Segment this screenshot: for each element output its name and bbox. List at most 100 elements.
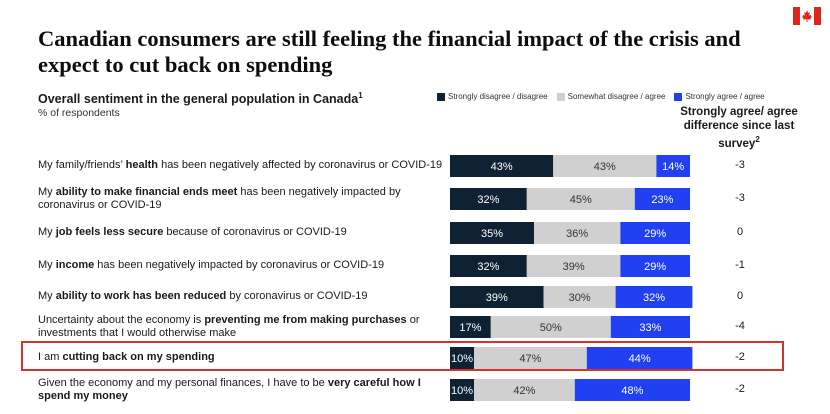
row-label: My ability to work has been reduced by c… xyxy=(38,290,448,304)
bar-segment-strongly-agree xyxy=(610,316,690,338)
row-label-bold: ability to make financial ends meet xyxy=(55,185,238,198)
data-label: 39% xyxy=(486,292,508,304)
data-label: 32% xyxy=(643,292,665,304)
highlight-box xyxy=(21,341,784,371)
bar-segment-strongly-disagree xyxy=(450,255,527,277)
data-label: 45% xyxy=(570,194,592,206)
row-label-text: or investments that I would otherwise ma… xyxy=(38,313,420,340)
bar-segment-strongly-disagree xyxy=(450,379,474,401)
bar-segment-somewhat xyxy=(553,155,657,177)
data-label: 47% xyxy=(519,353,541,365)
legend: Strongly disagree / disagree Somewhat di… xyxy=(437,92,765,101)
data-label: 23% xyxy=(651,194,673,206)
row-label-text: by coronavirus or COVID-19 xyxy=(226,290,368,302)
data-label: 50% xyxy=(540,322,562,334)
footnote-marker: 1 xyxy=(358,91,363,100)
bar-segment-strongly-disagree xyxy=(450,188,527,210)
difference-value: -2 xyxy=(735,351,745,363)
bar-segment-somewhat xyxy=(474,347,587,369)
difference-value: -4 xyxy=(735,320,745,332)
canada-flag-icon xyxy=(793,7,821,25)
difference-column-header: Strongly agree/ agree difference since l… xyxy=(677,105,801,151)
data-label: 32% xyxy=(477,194,499,206)
bar-segment-strongly-disagree xyxy=(450,155,554,177)
data-label: 32% xyxy=(477,261,499,273)
bar-segment-strongly-disagree xyxy=(450,286,544,308)
legend-item-strongly-disagree: Strongly disagree / disagree xyxy=(437,92,548,101)
row-label-text: Uncertainty about the economy is xyxy=(38,313,205,326)
bar-segment-strongly-agree xyxy=(656,155,690,177)
legend-label-somewhat: Somewhat disagree / agree xyxy=(567,92,666,101)
row-label-bold: health xyxy=(125,159,159,171)
data-label: 48% xyxy=(621,385,643,397)
data-label: 30% xyxy=(569,292,591,304)
row-label: Uncertainty about the economy is prevent… xyxy=(38,314,448,341)
chart-subtitle: Overall sentiment in the general populat… xyxy=(38,91,363,106)
data-label: 35% xyxy=(481,228,503,240)
data-label: 29% xyxy=(644,261,666,273)
row-label: I am cutting back on my spending xyxy=(38,351,448,365)
bar-segment-somewhat xyxy=(526,188,635,210)
data-label: 29% xyxy=(644,228,666,240)
row-label-bold: ability to work has been reduced xyxy=(55,290,227,302)
bar-segment-somewhat xyxy=(543,286,616,308)
row-label-bold: cutting back on my spending xyxy=(62,351,215,363)
row-label-bold: income xyxy=(55,259,95,271)
bar-segment-strongly-agree xyxy=(574,379,690,401)
row-label-bold: very careful how I spend my money xyxy=(38,376,421,403)
bar-segment-strongly-agree xyxy=(620,255,690,277)
data-label: 44% xyxy=(629,353,651,365)
bar-segment-strongly-agree xyxy=(620,222,690,244)
footnote-marker-2: 2 xyxy=(755,135,760,144)
row-label-text: My xyxy=(38,185,56,198)
data-label: 14% xyxy=(662,161,684,173)
row-label-bold: preventing me from making purchases xyxy=(204,313,407,326)
bar-segment-somewhat xyxy=(534,222,621,244)
row-label-text: Given the economy and my personal financ… xyxy=(38,376,328,389)
difference-value: -3 xyxy=(735,159,745,171)
bar-segment-strongly-agree xyxy=(634,188,690,210)
row-label-text: My family/friends’ xyxy=(38,159,126,171)
row-label: My ability to make financial ends meet h… xyxy=(38,186,448,213)
data-label: 10% xyxy=(451,385,473,397)
bar-segment-strongly-disagree xyxy=(450,222,534,244)
legend-swatch-strongly-agree xyxy=(674,92,683,101)
difference-value: 0 xyxy=(736,290,744,302)
row-label: My job feels less secure because of coro… xyxy=(38,226,448,240)
row-label-text: I am xyxy=(38,351,63,363)
difference-value: -3 xyxy=(735,192,745,204)
legend-swatch-strongly-disagree xyxy=(437,92,445,101)
data-label: 39% xyxy=(563,261,585,273)
bar-segment-strongly-agree xyxy=(586,347,693,369)
data-label: 42% xyxy=(513,385,535,397)
data-label: 36% xyxy=(566,228,588,240)
legend-item-somewhat: Somewhat disagree / agree xyxy=(556,92,666,101)
data-label: 43% xyxy=(594,161,616,173)
data-label: 10% xyxy=(451,353,473,365)
legend-label-strongly-agree: Strongly agree / agree xyxy=(685,92,765,101)
bar-segment-strongly-agree xyxy=(615,286,693,308)
data-label: 33% xyxy=(639,322,661,334)
row-label-bold: job feels less secure xyxy=(55,226,164,238)
row-label: Given the economy and my personal financ… xyxy=(38,377,448,404)
bar-segment-strongly-disagree xyxy=(450,347,474,369)
legend-swatch-somewhat xyxy=(556,92,565,101)
row-label-text: My xyxy=(38,290,56,302)
legend-label-strongly-disagree: Strongly disagree / disagree xyxy=(448,92,548,101)
bar-segment-somewhat xyxy=(526,255,621,277)
difference-value: -2 xyxy=(735,383,745,395)
row-label-text: has been negatively impacted by coronavi… xyxy=(38,185,401,212)
row-label-text: because of coronavirus or COVID-19 xyxy=(163,226,347,238)
bar-segment-somewhat xyxy=(474,379,575,401)
page-title: Canadian consumers are still feeling the… xyxy=(38,26,741,77)
data-label: 43% xyxy=(491,161,513,173)
chart-subtitle-text: Overall sentiment in the general populat… xyxy=(38,92,359,107)
difference-value: -1 xyxy=(735,259,745,271)
bar-segment-strongly-disagree xyxy=(450,316,491,338)
row-label-text: has been negatively impacted by coronavi… xyxy=(94,259,385,271)
row-label: My income has been negatively impacted b… xyxy=(38,259,448,273)
row-label-text: has been negatively affected by coronavi… xyxy=(158,159,443,171)
difference-value: 0 xyxy=(736,226,744,238)
bar-segment-somewhat xyxy=(490,316,611,338)
